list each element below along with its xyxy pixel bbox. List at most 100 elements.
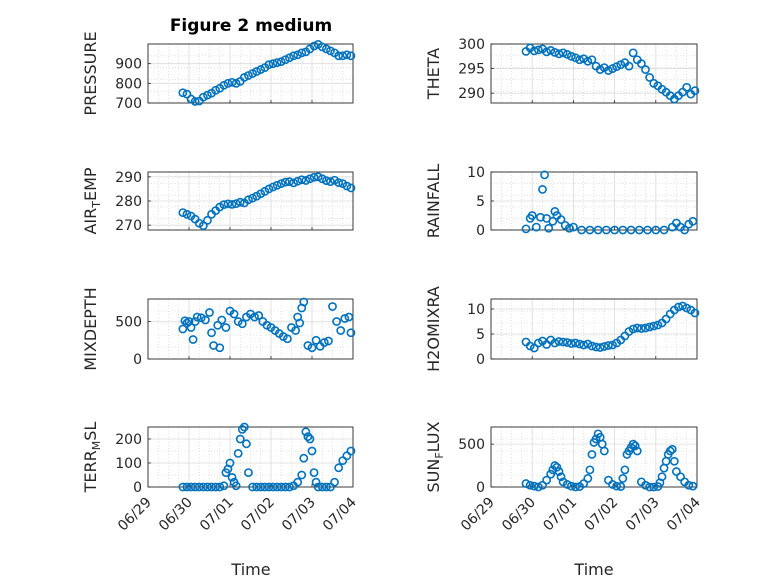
data-point <box>608 340 617 350</box>
data-point <box>299 297 309 307</box>
data-point <box>610 225 619 235</box>
data-point <box>311 335 321 345</box>
data-point <box>200 315 210 325</box>
data-point <box>330 477 339 487</box>
data-point <box>317 42 327 52</box>
data-point <box>529 481 539 491</box>
figure-title: Figure 2 medium <box>170 16 332 36</box>
y-tick-label: 700 <box>115 96 142 112</box>
data-point <box>303 432 313 441</box>
data-point <box>634 225 644 235</box>
y-tick-label: 0 <box>133 352 142 368</box>
data-point <box>665 446 675 456</box>
data-point <box>268 182 278 192</box>
data-point <box>248 69 257 78</box>
data-point <box>645 322 655 332</box>
data-point <box>268 59 278 69</box>
y-axis-label: TERRMSL <box>81 422 103 494</box>
data-point <box>233 448 243 458</box>
data-point <box>188 335 198 344</box>
data-point <box>649 321 659 331</box>
data-point <box>264 482 274 492</box>
data-point <box>241 439 251 449</box>
data-point <box>203 215 212 225</box>
data-point <box>336 326 346 335</box>
data-point <box>313 482 323 492</box>
data-point <box>533 482 543 492</box>
x-tick-label: 07/01 <box>540 495 580 535</box>
data-point <box>301 176 311 185</box>
data-point <box>276 57 286 67</box>
data-point <box>217 315 227 325</box>
x-tick-label: 07/04 <box>664 494 704 534</box>
data-point <box>546 45 556 55</box>
data-point <box>616 60 626 70</box>
data-point <box>342 451 352 461</box>
axes-box <box>490 298 698 360</box>
data-point <box>651 225 661 235</box>
data-point <box>186 482 196 492</box>
data-point <box>604 341 613 350</box>
data-point <box>180 316 190 326</box>
data-point <box>569 222 578 232</box>
y-tick-label: 280 <box>115 194 142 210</box>
data-point <box>235 434 245 444</box>
data-point <box>256 65 266 74</box>
data-point <box>280 177 290 187</box>
data-point <box>554 467 564 476</box>
data-point <box>624 61 634 71</box>
subplot-8: 0 500 SUNFLUX 06/29 06/30 07/01 07/02 07/03 07/0… <box>424 421 704 534</box>
data-point <box>326 177 335 187</box>
data-point <box>562 338 572 347</box>
data-point <box>575 55 584 65</box>
subplot-6: 0 5 10 H2OMIXRA <box>424 286 700 372</box>
data-point <box>338 51 348 61</box>
data-point <box>587 55 597 65</box>
data-point <box>525 341 535 351</box>
axes-box <box>490 43 698 104</box>
data-point <box>564 223 574 233</box>
data-point <box>342 181 352 191</box>
data-point <box>344 312 354 322</box>
data-point <box>682 82 692 92</box>
data-point <box>307 343 317 353</box>
y-tick-label: 290 <box>115 170 142 186</box>
data-point <box>618 474 628 483</box>
data-point <box>289 178 298 188</box>
data-point <box>203 90 212 100</box>
data-point <box>260 482 270 492</box>
data-point <box>538 184 547 194</box>
data-point <box>653 320 663 330</box>
data-point <box>211 482 221 492</box>
y-tick-label: 0 <box>476 480 485 496</box>
data-point <box>616 482 626 491</box>
y-axis-label: AIRTEMP <box>81 167 103 234</box>
data-point <box>690 308 700 318</box>
data-point <box>229 309 239 319</box>
data-point <box>595 343 605 352</box>
data-point <box>612 481 622 491</box>
data-point <box>684 480 694 490</box>
data-point <box>297 175 307 185</box>
y-tick-label: 800 <box>115 76 142 92</box>
x-tick-label: 06/29 <box>115 495 155 535</box>
data-point <box>645 73 655 82</box>
data-point <box>219 200 229 210</box>
data-point <box>282 334 292 344</box>
data-point <box>604 475 613 485</box>
data-point <box>305 434 315 444</box>
data-point <box>276 482 286 492</box>
data-point <box>591 434 601 444</box>
data-point <box>272 482 282 492</box>
x-tick-label: 07/03 <box>623 495 663 535</box>
y-tick-label: 500 <box>115 315 142 331</box>
data-point <box>313 172 323 182</box>
data-point <box>207 482 216 492</box>
y-tick-label: 5 <box>476 194 485 210</box>
data-point <box>231 199 241 209</box>
subplot-5: 0 500 MIXDEPTH <box>81 287 356 371</box>
data-point <box>223 78 233 88</box>
x-tick-label: 06/29 <box>458 495 498 535</box>
data-point <box>239 73 249 82</box>
data-point <box>618 225 628 235</box>
